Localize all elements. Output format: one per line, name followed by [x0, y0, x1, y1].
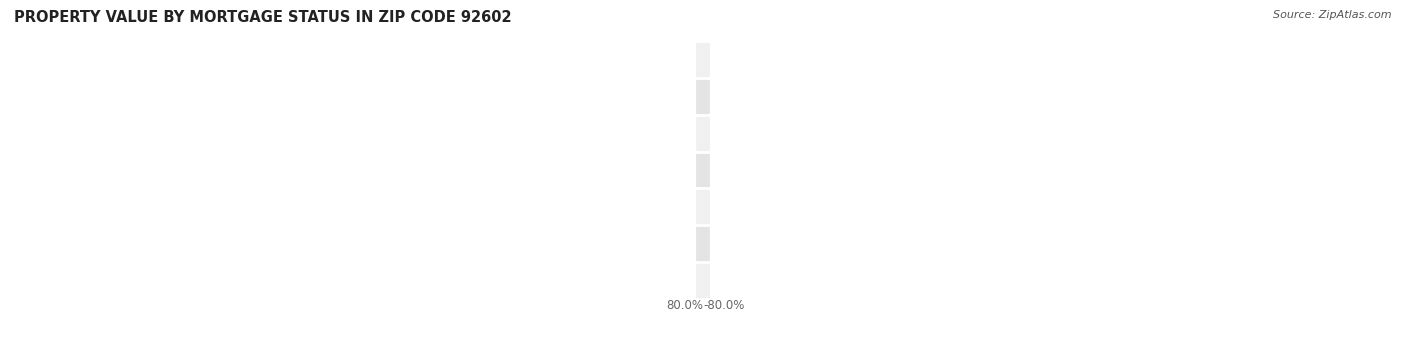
Text: Source: ZipAtlas.com: Source: ZipAtlas.com	[1274, 10, 1392, 20]
Text: -80.0%: -80.0%	[703, 299, 744, 312]
FancyBboxPatch shape	[696, 115, 710, 152]
FancyBboxPatch shape	[696, 188, 710, 225]
FancyBboxPatch shape	[696, 225, 710, 262]
FancyBboxPatch shape	[696, 41, 710, 78]
Text: PROPERTY VALUE BY MORTGAGE STATUS IN ZIP CODE 92602: PROPERTY VALUE BY MORTGAGE STATUS IN ZIP…	[14, 10, 512, 25]
FancyBboxPatch shape	[696, 152, 710, 188]
Text: 80.0%: 80.0%	[666, 299, 703, 312]
FancyBboxPatch shape	[696, 78, 710, 115]
FancyBboxPatch shape	[696, 262, 710, 299]
